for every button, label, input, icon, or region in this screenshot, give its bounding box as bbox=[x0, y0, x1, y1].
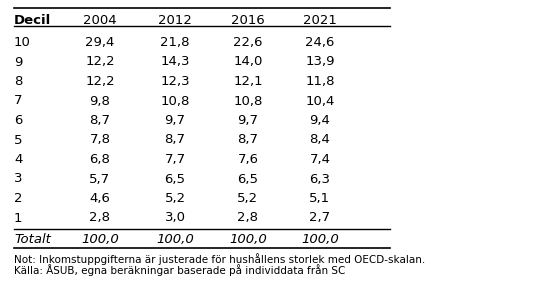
Text: 8,7: 8,7 bbox=[165, 134, 185, 147]
Text: 6,5: 6,5 bbox=[165, 173, 185, 185]
Text: 12,3: 12,3 bbox=[160, 75, 190, 88]
Text: 4,6: 4,6 bbox=[89, 192, 111, 205]
Text: 7,4: 7,4 bbox=[310, 153, 330, 166]
Text: 8,4: 8,4 bbox=[310, 134, 330, 147]
Text: 5,1: 5,1 bbox=[310, 192, 331, 205]
Text: 9,8: 9,8 bbox=[89, 95, 111, 108]
Text: 7,8: 7,8 bbox=[89, 134, 111, 147]
Text: 24,6: 24,6 bbox=[305, 36, 335, 49]
Text: 2016: 2016 bbox=[231, 14, 265, 27]
Text: 12,1: 12,1 bbox=[233, 75, 263, 88]
Text: 2,8: 2,8 bbox=[238, 211, 258, 224]
Text: 21,8: 21,8 bbox=[160, 36, 190, 49]
Text: 6,8: 6,8 bbox=[89, 153, 111, 166]
Text: 8,7: 8,7 bbox=[238, 134, 258, 147]
Text: 5,7: 5,7 bbox=[89, 173, 111, 185]
Text: 100,0: 100,0 bbox=[156, 233, 194, 246]
Text: Not: Inkomstuppgifterna är justerade för hushållens storlek med OECD-skalan.: Not: Inkomstuppgifterna är justerade för… bbox=[14, 253, 425, 265]
Text: 10,8: 10,8 bbox=[233, 95, 263, 108]
Text: 14,0: 14,0 bbox=[233, 55, 263, 68]
Text: 6,5: 6,5 bbox=[238, 173, 258, 185]
Text: 22,6: 22,6 bbox=[233, 36, 263, 49]
Text: 9: 9 bbox=[14, 55, 22, 68]
Text: 11,8: 11,8 bbox=[305, 75, 335, 88]
Text: 2021: 2021 bbox=[303, 14, 337, 27]
Text: 2,8: 2,8 bbox=[89, 211, 111, 224]
Text: 6,3: 6,3 bbox=[310, 173, 330, 185]
Text: 3,0: 3,0 bbox=[165, 211, 185, 224]
Text: 8,7: 8,7 bbox=[89, 114, 111, 127]
Text: 2,7: 2,7 bbox=[310, 211, 331, 224]
Text: 12,2: 12,2 bbox=[85, 75, 115, 88]
Text: Källa: ÅSUB, egna beräkningar baserade på individdata från SC: Källa: ÅSUB, egna beräkningar baserade p… bbox=[14, 264, 346, 276]
Text: 10,4: 10,4 bbox=[305, 95, 335, 108]
Text: 9,7: 9,7 bbox=[165, 114, 185, 127]
Text: 10,8: 10,8 bbox=[160, 95, 190, 108]
Text: 13,9: 13,9 bbox=[305, 55, 335, 68]
Text: 2004: 2004 bbox=[83, 14, 117, 27]
Text: 2: 2 bbox=[14, 192, 22, 205]
Text: 9,4: 9,4 bbox=[310, 114, 330, 127]
Text: 9,7: 9,7 bbox=[238, 114, 258, 127]
Text: 7: 7 bbox=[14, 95, 22, 108]
Text: 12,2: 12,2 bbox=[85, 55, 115, 68]
Text: 4: 4 bbox=[14, 153, 22, 166]
Text: 8: 8 bbox=[14, 75, 22, 88]
Text: 3: 3 bbox=[14, 173, 22, 185]
Text: 14,3: 14,3 bbox=[160, 55, 190, 68]
Text: 29,4: 29,4 bbox=[86, 36, 114, 49]
Text: 7,7: 7,7 bbox=[165, 153, 185, 166]
Text: 2012: 2012 bbox=[158, 14, 192, 27]
Text: 1: 1 bbox=[14, 211, 22, 224]
Text: 100,0: 100,0 bbox=[81, 233, 119, 246]
Text: 6: 6 bbox=[14, 114, 22, 127]
Text: 7,6: 7,6 bbox=[238, 153, 258, 166]
Text: 100,0: 100,0 bbox=[301, 233, 339, 246]
Text: 10: 10 bbox=[14, 36, 31, 49]
Text: 5,2: 5,2 bbox=[238, 192, 258, 205]
Text: 100,0: 100,0 bbox=[229, 233, 267, 246]
Text: 5,2: 5,2 bbox=[165, 192, 185, 205]
Text: Totalt: Totalt bbox=[14, 233, 51, 246]
Text: Decil: Decil bbox=[14, 14, 51, 27]
Text: 5: 5 bbox=[14, 134, 22, 147]
